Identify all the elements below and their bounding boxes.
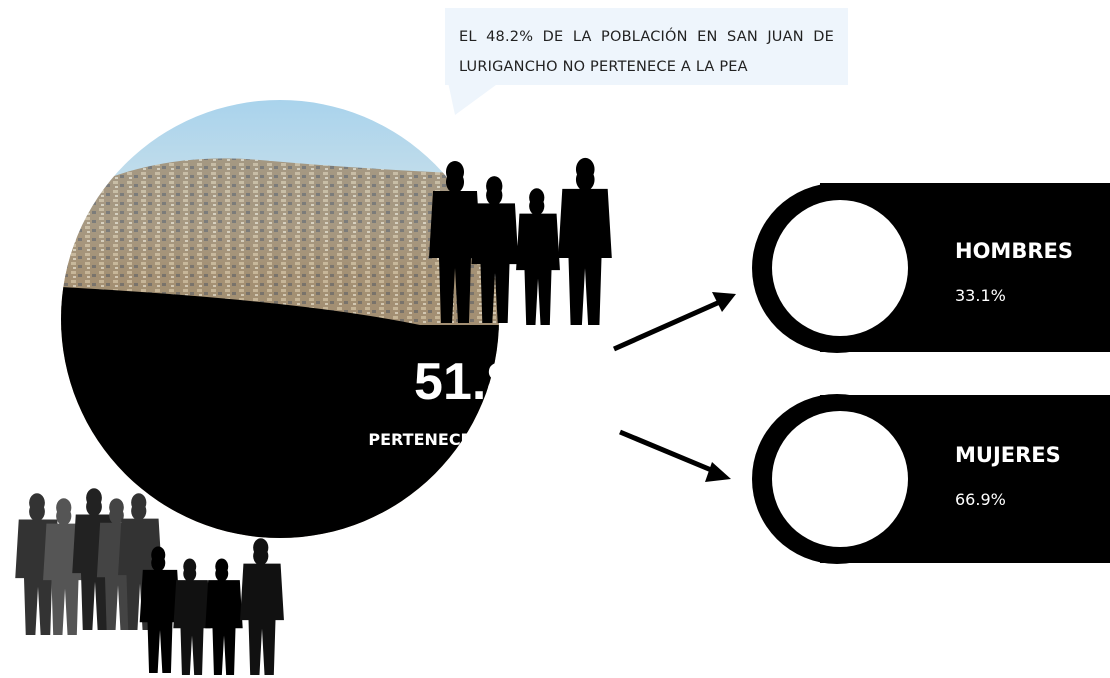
person-silhouette <box>173 558 211 675</box>
arrow-head <box>705 462 731 482</box>
main-label: PERTENECEN A LA PEA <box>368 430 572 449</box>
arrow-head <box>712 292 736 312</box>
group-panel <box>752 183 1110 353</box>
photo-circle <box>61 100 499 538</box>
group-value: 33.1% <box>955 286 1006 305</box>
callout-tail <box>448 82 500 115</box>
group-value: 66.9% <box>955 490 1006 509</box>
callout-box <box>445 8 848 85</box>
person-silhouette <box>240 538 284 675</box>
person-silhouette <box>205 558 243 675</box>
person-silhouette <box>429 160 481 323</box>
person-silhouette <box>139 546 181 673</box>
group-name: HOMBRES <box>955 239 1073 263</box>
arrow <box>619 429 717 475</box>
group-name: MUJERES <box>955 443 1061 467</box>
person-silhouette <box>471 176 519 323</box>
person-silhouette <box>558 157 612 325</box>
group-panel <box>752 394 1110 564</box>
arrow <box>612 298 724 352</box>
silhouettes <box>15 157 851 675</box>
callout-text: EL 48.2% DE LA POBLACIÓN EN SAN JUAN DE … <box>459 29 834 75</box>
person-silhouette <box>516 188 560 325</box>
main-value: 51.8 % <box>414 353 576 411</box>
